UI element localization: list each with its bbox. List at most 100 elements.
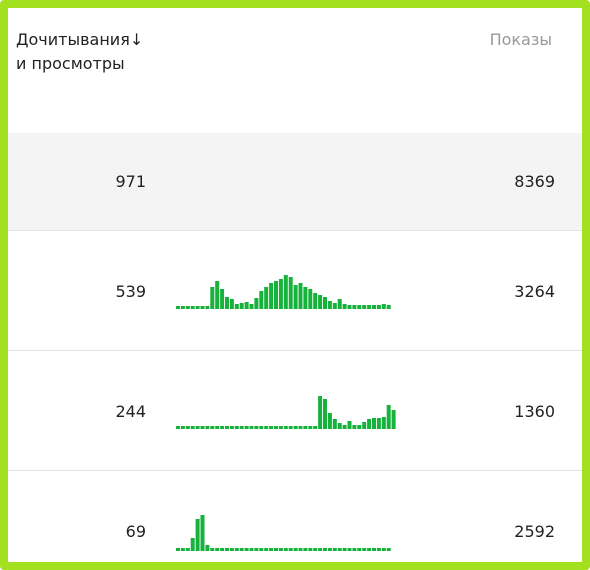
- spark-bar: [372, 418, 376, 429]
- column-header[interactable]: Дочитывания↓ и просмотры: [16, 28, 143, 76]
- spark-bar: [357, 548, 362, 551]
- spark-bar: [210, 287, 215, 309]
- table-row: 539 3264: [8, 230, 582, 351]
- spark-bar: [254, 426, 259, 429]
- spark-bar: [376, 418, 381, 429]
- spark-bar: [259, 426, 264, 429]
- spark-bar: [303, 548, 308, 551]
- spark-bar: [205, 426, 210, 429]
- spark-bar: [229, 426, 234, 429]
- spark-bar: [190, 306, 195, 309]
- spark-bar: [352, 305, 357, 309]
- spark-bar: [264, 287, 269, 309]
- spark-bar: [176, 548, 180, 551]
- spark-bar: [391, 410, 396, 429]
- spark-bar: [180, 548, 185, 551]
- spark-bar: [293, 548, 298, 551]
- spark-bar: [313, 548, 318, 551]
- spark-bar: [269, 426, 274, 429]
- spark-bar: [347, 305, 352, 309]
- spark-bar: [254, 548, 259, 551]
- spark-bar: [327, 301, 332, 309]
- spark-bar: [185, 548, 190, 551]
- spark-bar: [220, 426, 225, 429]
- spark-bar: [313, 293, 318, 309]
- spark-bar: [278, 426, 283, 429]
- spark-bar: [215, 281, 220, 309]
- sparkline: [176, 515, 391, 551]
- shows-cell: 2592: [514, 521, 555, 541]
- spark-bar: [205, 545, 210, 551]
- spark-bar: [259, 548, 264, 551]
- spark-bar: [244, 302, 249, 309]
- spark-bar: [176, 426, 180, 429]
- spark-bar: [327, 548, 332, 551]
- spark-bar: [229, 548, 234, 551]
- spark-bar: [362, 422, 367, 429]
- spark-bar: [195, 426, 200, 429]
- spark-bar: [269, 548, 274, 551]
- spark-bar: [190, 426, 195, 429]
- spark-bar: [249, 304, 254, 309]
- spark-bar: [259, 291, 264, 309]
- spark-bar: [381, 417, 386, 429]
- spark-bar: [332, 303, 337, 309]
- spark-bar: [352, 548, 357, 551]
- spark-bar: [332, 419, 337, 429]
- spark-bar: [372, 305, 376, 309]
- spark-bar: [239, 303, 244, 309]
- spark-bar: [381, 548, 386, 551]
- spark-bar: [357, 425, 362, 429]
- spark-bar: [244, 548, 249, 551]
- spark-bar: [303, 287, 308, 309]
- spark-bar: [288, 548, 293, 551]
- spark-bar: [327, 413, 332, 429]
- table-row: 69 2592: [8, 470, 582, 562]
- spark-bar: [225, 297, 229, 309]
- shows-cell: 8369: [514, 172, 555, 191]
- spark-bar: [318, 295, 323, 309]
- spark-bar: [185, 306, 190, 309]
- reads-cell: 69: [125, 521, 146, 541]
- spark-bar: [200, 426, 205, 429]
- spark-bar: [318, 396, 323, 429]
- shows-cell: 3264: [514, 281, 555, 301]
- spark-bar: [234, 304, 239, 309]
- spark-bar: [269, 283, 274, 309]
- spark-bar: [367, 419, 372, 429]
- spark-bar: [176, 306, 180, 309]
- spark-bar: [274, 548, 278, 551]
- spark-bar: [195, 519, 200, 551]
- spark-bar: [200, 306, 205, 309]
- spark-bar: [337, 423, 342, 429]
- spark-bar: [362, 548, 367, 551]
- spark-bar: [239, 426, 244, 429]
- spark-bar: [283, 548, 288, 551]
- column-header[interactable]: Показы: [490, 28, 552, 52]
- header-text: Показы: [489, 30, 552, 49]
- table-row: 244 1360: [8, 350, 582, 471]
- header-text: и просмотры: [16, 54, 125, 73]
- spark-bar: [264, 426, 269, 429]
- spark-bar: [244, 426, 249, 429]
- shows-cell: 1360: [514, 401, 555, 421]
- reads-cell: 539: [115, 281, 146, 301]
- spark-bar: [205, 306, 210, 309]
- spark-bar: [254, 298, 259, 309]
- spark-bar: [229, 299, 234, 309]
- header-text: Дочитывания: [16, 30, 130, 49]
- spark-bar: [239, 548, 244, 551]
- spark-bar: [215, 426, 220, 429]
- spark-bar: [288, 426, 293, 429]
- sort-arrow: ↓: [129, 30, 144, 49]
- spark-bar: [308, 426, 313, 429]
- spark-bar: [386, 305, 391, 309]
- spark-bar: [357, 305, 362, 309]
- spark-bar: [342, 425, 347, 429]
- spark-bar: [332, 548, 337, 551]
- table-row: 971 8369: [8, 133, 582, 230]
- spark-bar: [386, 405, 391, 429]
- spark-bar: [180, 306, 185, 309]
- spark-bar: [283, 426, 288, 429]
